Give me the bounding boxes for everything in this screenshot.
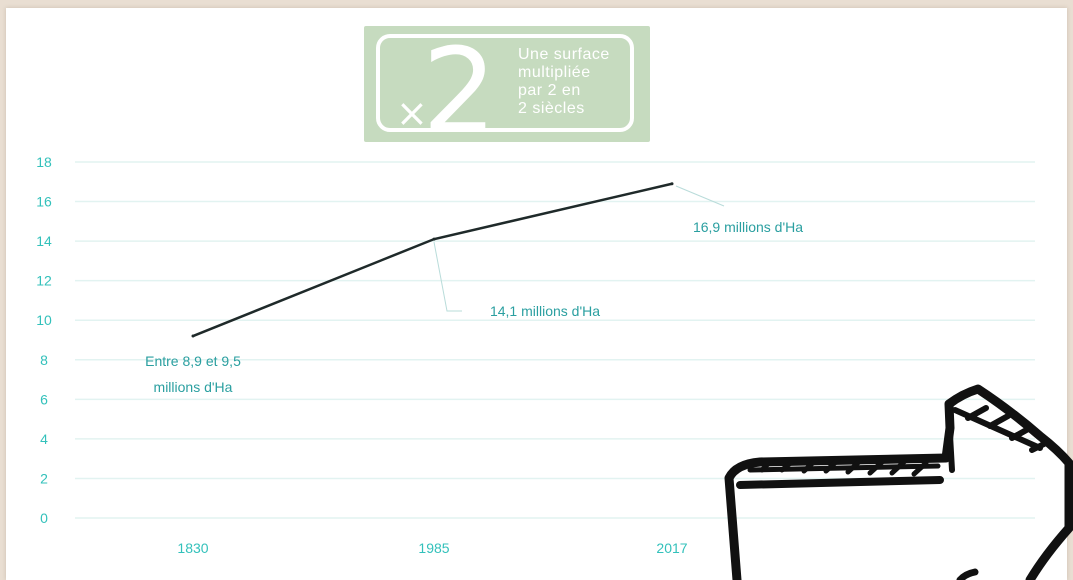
y-tick-label: 12 [36, 273, 52, 289]
annotation-leader [675, 185, 725, 207]
x-tick-label: 1830 [177, 540, 208, 556]
y-tick-label: 14 [36, 233, 52, 249]
times-symbol: × [396, 91, 428, 135]
multiplier-number: 2 [422, 22, 498, 160]
x-axis: 1830 1985 2017 [177, 540, 687, 556]
y-tick-label: 18 [36, 154, 52, 170]
annotation-leaders [433, 185, 725, 312]
multiplier-badge: × 2 Une surface multipliée par 2 en 2 si… [364, 26, 650, 150]
annotations: Entre 8,9 et 9,5 millions d'Ha 14,1 millio… [145, 219, 803, 395]
badge-caption-line: par 2 en [518, 82, 581, 99]
y-tick-label: 16 [36, 194, 52, 210]
badge-caption: Une surface multipliée par 2 en 2 siècle… [518, 46, 638, 118]
badge-frame: × 2 Une surface multipliée par 2 en 2 si… [376, 32, 634, 150]
badge-caption-line: multipliée [518, 64, 591, 81]
y-tick-label: 10 [36, 312, 52, 328]
y-tick-label: 2 [40, 470, 48, 486]
data-point [191, 334, 195, 338]
y-tick-label: 4 [40, 431, 48, 447]
annotation-leader [433, 241, 462, 312]
data-point [432, 237, 436, 241]
x-tick-label: 2017 [656, 540, 687, 556]
hand-drawn-arrow-icon [724, 384, 1073, 580]
y-tick-label: 0 [40, 510, 48, 526]
annotation-label: Entre 8,9 et 9,5 [145, 353, 241, 369]
annotation-label: 14,1 millions d'Ha [490, 303, 600, 319]
y-axis: 0 2 4 6 8 10 12 14 16 18 [36, 154, 52, 526]
badge-caption-line: 2 siècles [518, 100, 585, 117]
y-tick-label: 8 [40, 352, 48, 368]
annotation-label: millions d'Ha [154, 379, 233, 395]
series-line [192, 182, 673, 338]
annotation-label: 16,9 millions d'Ha [693, 219, 803, 235]
data-point [670, 182, 674, 186]
y-tick-label: 6 [40, 391, 48, 407]
series [191, 182, 674, 338]
badge-caption-line: Une surface [518, 46, 610, 63]
x-tick-label: 1985 [418, 540, 449, 556]
